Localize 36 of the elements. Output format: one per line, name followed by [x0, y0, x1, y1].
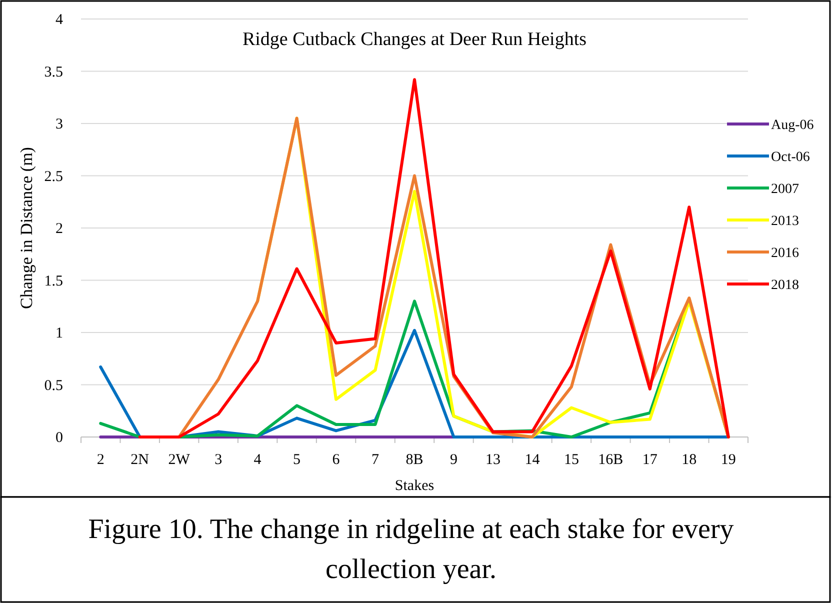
x-tick-label: 3 — [214, 452, 222, 468]
y-axis-title: Change in Distance (m) — [17, 147, 36, 309]
y-tick-label: 1 — [56, 326, 63, 342]
x-tick-label: 9 — [450, 452, 458, 468]
x-tick-label: 15 — [564, 452, 579, 468]
x-tick-label: 17 — [642, 452, 658, 468]
y-tick-label: 1.5 — [44, 273, 63, 290]
caption: Figure 10. The change in ridgeline at each stake for every collection year. — [88, 514, 734, 585]
x-tick-label: 16B — [598, 452, 624, 468]
y-tick-label: 0.5 — [44, 378, 63, 394]
y-tick-label: 3 — [56, 116, 63, 132]
x-tick-label: 4 — [254, 452, 262, 468]
legend-label: Aug-06 — [771, 118, 814, 133]
x-tick-label: 7 — [372, 452, 380, 468]
y-tick-label: 2 — [56, 221, 63, 237]
legend-label: 2007 — [771, 182, 799, 197]
legend-label: 2018 — [771, 278, 799, 293]
x-tick-label: 5 — [293, 452, 301, 468]
x-tick-label: 18 — [682, 452, 697, 468]
x-tick-label: 2N — [130, 452, 150, 468]
legend-label: 2013 — [771, 214, 799, 229]
legend-label: 2016 — [771, 246, 799, 261]
x-tick-label: 19 — [720, 452, 736, 468]
x-tick-label: 13 — [485, 452, 500, 468]
x-tick-label: 8B — [406, 452, 424, 468]
y-tick-label: 0 — [56, 430, 63, 446]
x-tick-label: 14 — [524, 452, 540, 468]
x-tick-label: 6 — [332, 452, 340, 468]
y-tick-label: 4 — [56, 12, 64, 28]
x-tick-label: 2W — [168, 452, 191, 468]
y-tick-label: 2.5 — [44, 168, 63, 185]
x-tick-label: 2 — [96, 452, 104, 468]
x-axis-title: Stakes — [394, 478, 434, 494]
legend-label: Oct-06 — [771, 150, 810, 165]
y-tick-label: 3.5 — [44, 64, 63, 80]
text: Ridge Cutback Changes at Deer Run Heights — [242, 29, 587, 50]
